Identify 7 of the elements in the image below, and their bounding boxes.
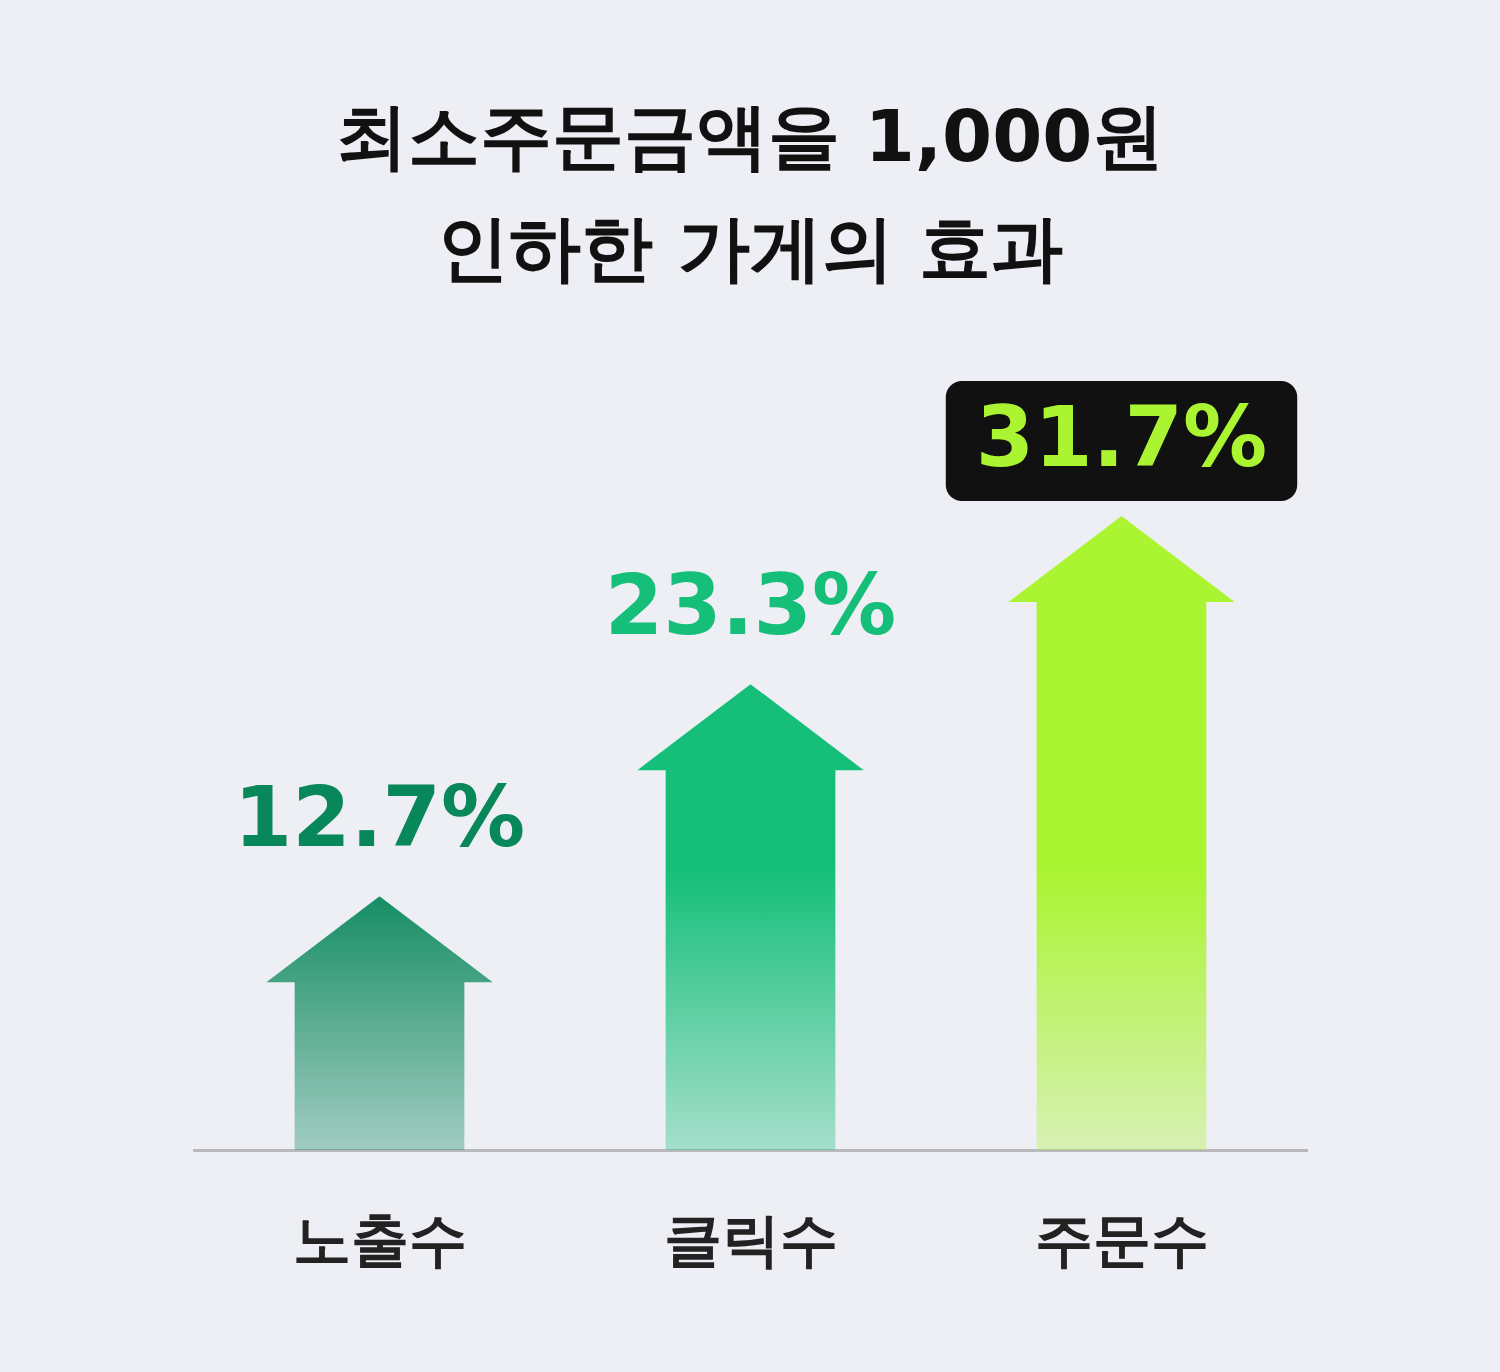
x-tick-label: 클릭수 [663,1206,838,1275]
data-label: 31.7% [975,387,1268,486]
chart-title: 최소주문금액을 1,000원 인하한 가게의 효과 [334,93,1166,292]
data-label: 12.7% [233,768,526,867]
x-tick-label: 주문수 [1034,1206,1209,1275]
data-label: 23.3% [604,555,897,654]
x-tick-label: 노출수 [292,1206,467,1275]
